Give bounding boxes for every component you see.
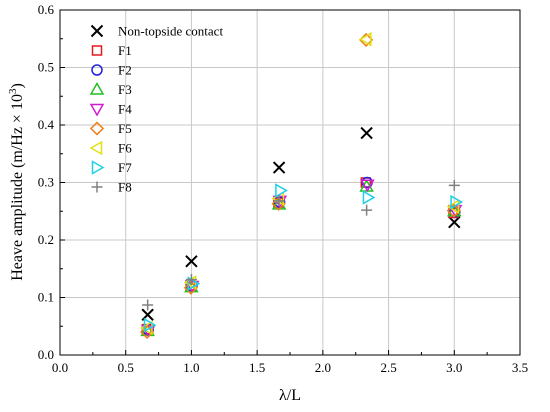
- data-point: [187, 276, 201, 291]
- legend-marker: [91, 160, 105, 175]
- data-point: [450, 194, 464, 210]
- y-tick-label: 0.3: [38, 175, 54, 190]
- x-tick-label: 3.0: [446, 360, 462, 375]
- legend-label: Non-topside contact: [118, 24, 223, 39]
- data-point: [275, 183, 288, 198]
- legend-marker: [89, 140, 103, 156]
- data-point: [139, 320, 153, 336]
- legend-marker: [90, 24, 104, 38]
- series-8: [142, 179, 460, 311]
- series-2: [142, 176, 461, 336]
- legend-marker: [91, 181, 103, 193]
- series-0: [141, 126, 461, 321]
- data-point: [142, 299, 154, 311]
- series-1: [141, 177, 459, 335]
- legend-label: F3: [118, 82, 132, 97]
- data-point: [272, 161, 286, 174]
- x-tick-label: 3.5: [512, 360, 528, 375]
- data-points: [139, 32, 464, 340]
- x-tick-label: 0.5: [118, 360, 134, 375]
- y-axis-label-tail: ): [9, 83, 26, 88]
- legend-label: F7: [118, 160, 132, 175]
- legend-marker: [89, 121, 105, 136]
- x-tick-label: 1.5: [249, 360, 265, 375]
- legend-marker: [89, 103, 105, 117]
- legend-label: F1: [118, 43, 132, 58]
- data-point: [362, 190, 376, 205]
- data-point: [446, 203, 461, 218]
- legend-marker: [89, 81, 105, 95]
- y-axis-label: Heave amplitude (m/Hz × 103): [7, 83, 26, 281]
- x-tick-label: 2.5: [380, 360, 396, 375]
- y-tick-label: 0.1: [38, 290, 54, 305]
- x-tick-label: 2.0: [315, 360, 331, 375]
- legend-marker: [91, 45, 103, 56]
- data-point: [448, 179, 460, 191]
- data-point: [360, 126, 373, 140]
- data-point: [273, 195, 285, 207]
- data-point: [271, 196, 286, 211]
- data-point: [360, 179, 375, 193]
- legend-label: F2: [118, 63, 132, 78]
- series-7: [143, 183, 464, 333]
- data-point: [185, 255, 198, 268]
- data-point: [358, 32, 372, 47]
- y-tick-label: 0.4: [38, 117, 55, 132]
- data-point: [185, 274, 197, 286]
- series-4: [141, 179, 463, 338]
- legend-marker: [91, 64, 103, 76]
- data-point: [140, 324, 155, 340]
- y-tick-label: 0.6: [38, 2, 55, 17]
- legend-label: F4: [118, 102, 132, 117]
- y-tick-label: 0.5: [38, 60, 54, 75]
- legend-label: F6: [118, 141, 132, 156]
- x-tick-label: 1.0: [183, 360, 199, 375]
- axis-ticks: 0.0 0.5 1.0 1.5 2.0 2.5 3.0 3.5 0.0 0.1 0.2 0.3 0.4 0…: [38, 2, 528, 375]
- y-tick-label: 0.0: [38, 347, 54, 362]
- x-axis-label: λ/L: [279, 387, 301, 404]
- x-tick-label: 0.0: [52, 360, 68, 375]
- y-tick-label: 0.2: [38, 232, 54, 247]
- data-point: [361, 204, 373, 216]
- data-point: [446, 199, 460, 214]
- legend-label: F5: [118, 121, 132, 136]
- data-point: [143, 317, 157, 333]
- legend: Non-topside contact F1 F2 F3 F4 F5 F6 F7 F8: [89, 24, 223, 195]
- data-point: [448, 215, 461, 229]
- y-axis-label-superscript: 3: [7, 88, 19, 94]
- y-axis-label-main: Heave amplitude (m/Hz × 10: [9, 94, 26, 281]
- series-5: [140, 32, 461, 340]
- legend-label: F8: [118, 180, 132, 195]
